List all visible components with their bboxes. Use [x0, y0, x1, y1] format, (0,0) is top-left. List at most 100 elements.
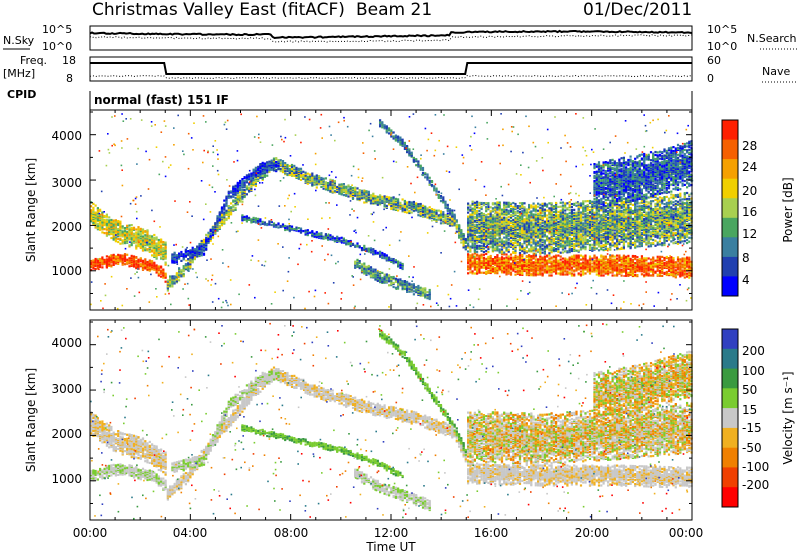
- echo-cell: [363, 201, 366, 204]
- echo-cell: [597, 265, 601, 268]
- echo-cell: [94, 211, 97, 214]
- echo-cell: [600, 254, 603, 257]
- echo-cell: [636, 256, 639, 259]
- echo-cell: [297, 227, 300, 230]
- echo-cell: [401, 282, 404, 285]
- echo-cell: [595, 273, 598, 276]
- echo-cell: [90, 262, 93, 266]
- echo-cell: [661, 271, 664, 274]
- echo-cell: [509, 236, 513, 239]
- echo-cell: [200, 254, 203, 257]
- echo-cell: [160, 244, 163, 247]
- echo-cell: [480, 256, 483, 259]
- echo-cell: [482, 202, 485, 205]
- echo-cell: [616, 259, 619, 262]
- echo-cell: [586, 261, 589, 264]
- echo-cell: [417, 211, 420, 214]
- echo-cell: [110, 223, 113, 227]
- echo-cell: [471, 207, 474, 210]
- echo-cell: [496, 238, 499, 241]
- echo-cell: [600, 267, 603, 270]
- echo-cell: [616, 271, 619, 274]
- echo-cell: [597, 274, 601, 277]
- echo-cell: [397, 140, 400, 143]
- echo-cell: [225, 203, 228, 206]
- echo-cell: [487, 240, 490, 243]
- echo-cell: [683, 257, 686, 260]
- echo-cell: [198, 249, 201, 252]
- echo-cell: [164, 254, 167, 257]
- echo-cell: [306, 229, 309, 232]
- echo-cell: [365, 190, 368, 193]
- echo-cell: [290, 225, 294, 228]
- echo-cell: [686, 260, 689, 263]
- echo-cell: [613, 258, 616, 261]
- echo-cell: [496, 245, 499, 248]
- echo-cell: [485, 230, 488, 233]
- echo-cell: [471, 227, 474, 230]
- echo-cell: [173, 251, 176, 254]
- echo-cell: [178, 254, 181, 257]
- echo-cell: [591, 257, 594, 260]
- echo-cell: [126, 236, 129, 239]
- echo-cell: [683, 261, 686, 264]
- echo-cell: [469, 245, 472, 248]
- echo-cell: [419, 204, 422, 208]
- echo-cell: [132, 260, 136, 263]
- echo-cell: [268, 220, 271, 223]
- echo-cell: [482, 242, 485, 246]
- echo-cell: [392, 137, 395, 140]
- echo-cell: [126, 230, 129, 233]
- echo-cell: [485, 210, 488, 213]
- echo-cell: [473, 209, 476, 212]
- date-title: 01/Dec/2011: [583, 0, 692, 20]
- echo-cell: [507, 244, 510, 247]
- echo-cell: [184, 263, 187, 266]
- nsky-tick-top: 10^5: [42, 23, 72, 36]
- echo-cell: [503, 270, 506, 273]
- echo-cell: [593, 264, 596, 267]
- echo-cell: [532, 254, 535, 257]
- echo-cell: [654, 262, 657, 265]
- echo-cell: [462, 233, 465, 236]
- echo-cell: [281, 160, 285, 163]
- echo-cell: [557, 264, 560, 267]
- echo-cell: [577, 265, 580, 268]
- echo-cell: [160, 275, 163, 278]
- echo-cell: [99, 224, 102, 227]
- echo-cell: [388, 203, 391, 206]
- echo-cell: [394, 259, 397, 262]
- freq-trace: [90, 62, 692, 75]
- echo-cell: [469, 233, 472, 236]
- echo-cell: [333, 237, 336, 240]
- echo-cell: [485, 239, 488, 242]
- echo-cell: [397, 263, 400, 266]
- echo-cell: [541, 264, 544, 267]
- echo-cell: [584, 272, 587, 275]
- echo-cell: [275, 169, 278, 172]
- echo-cell: [236, 194, 239, 197]
- echo-cell: [448, 213, 452, 216]
- echo-cell: [494, 212, 497, 215]
- echo-cell: [191, 248, 194, 251]
- echo-cell: [297, 175, 300, 178]
- echo-cell: [313, 232, 316, 235]
- echo-cell: [141, 243, 145, 246]
- echo-cell: [512, 224, 515, 227]
- echo-cell: [525, 272, 528, 275]
- echo-cell: [464, 237, 467, 241]
- echo-cell: [103, 219, 106, 222]
- echo-cell: [383, 197, 386, 200]
- echo-cell: [433, 210, 436, 213]
- echo-cell: [471, 213, 474, 216]
- echo-cell: [266, 171, 269, 174]
- echo-cell: [151, 249, 154, 252]
- echo-cell: [561, 257, 564, 260]
- echo-cell: [342, 187, 345, 190]
- echo-cell: [360, 269, 364, 272]
- echo-cell: [148, 234, 151, 237]
- echo-cell: [408, 290, 411, 293]
- echo-cell: [309, 173, 312, 176]
- echo-cell: [358, 265, 361, 268]
- echo-cell: [512, 213, 515, 216]
